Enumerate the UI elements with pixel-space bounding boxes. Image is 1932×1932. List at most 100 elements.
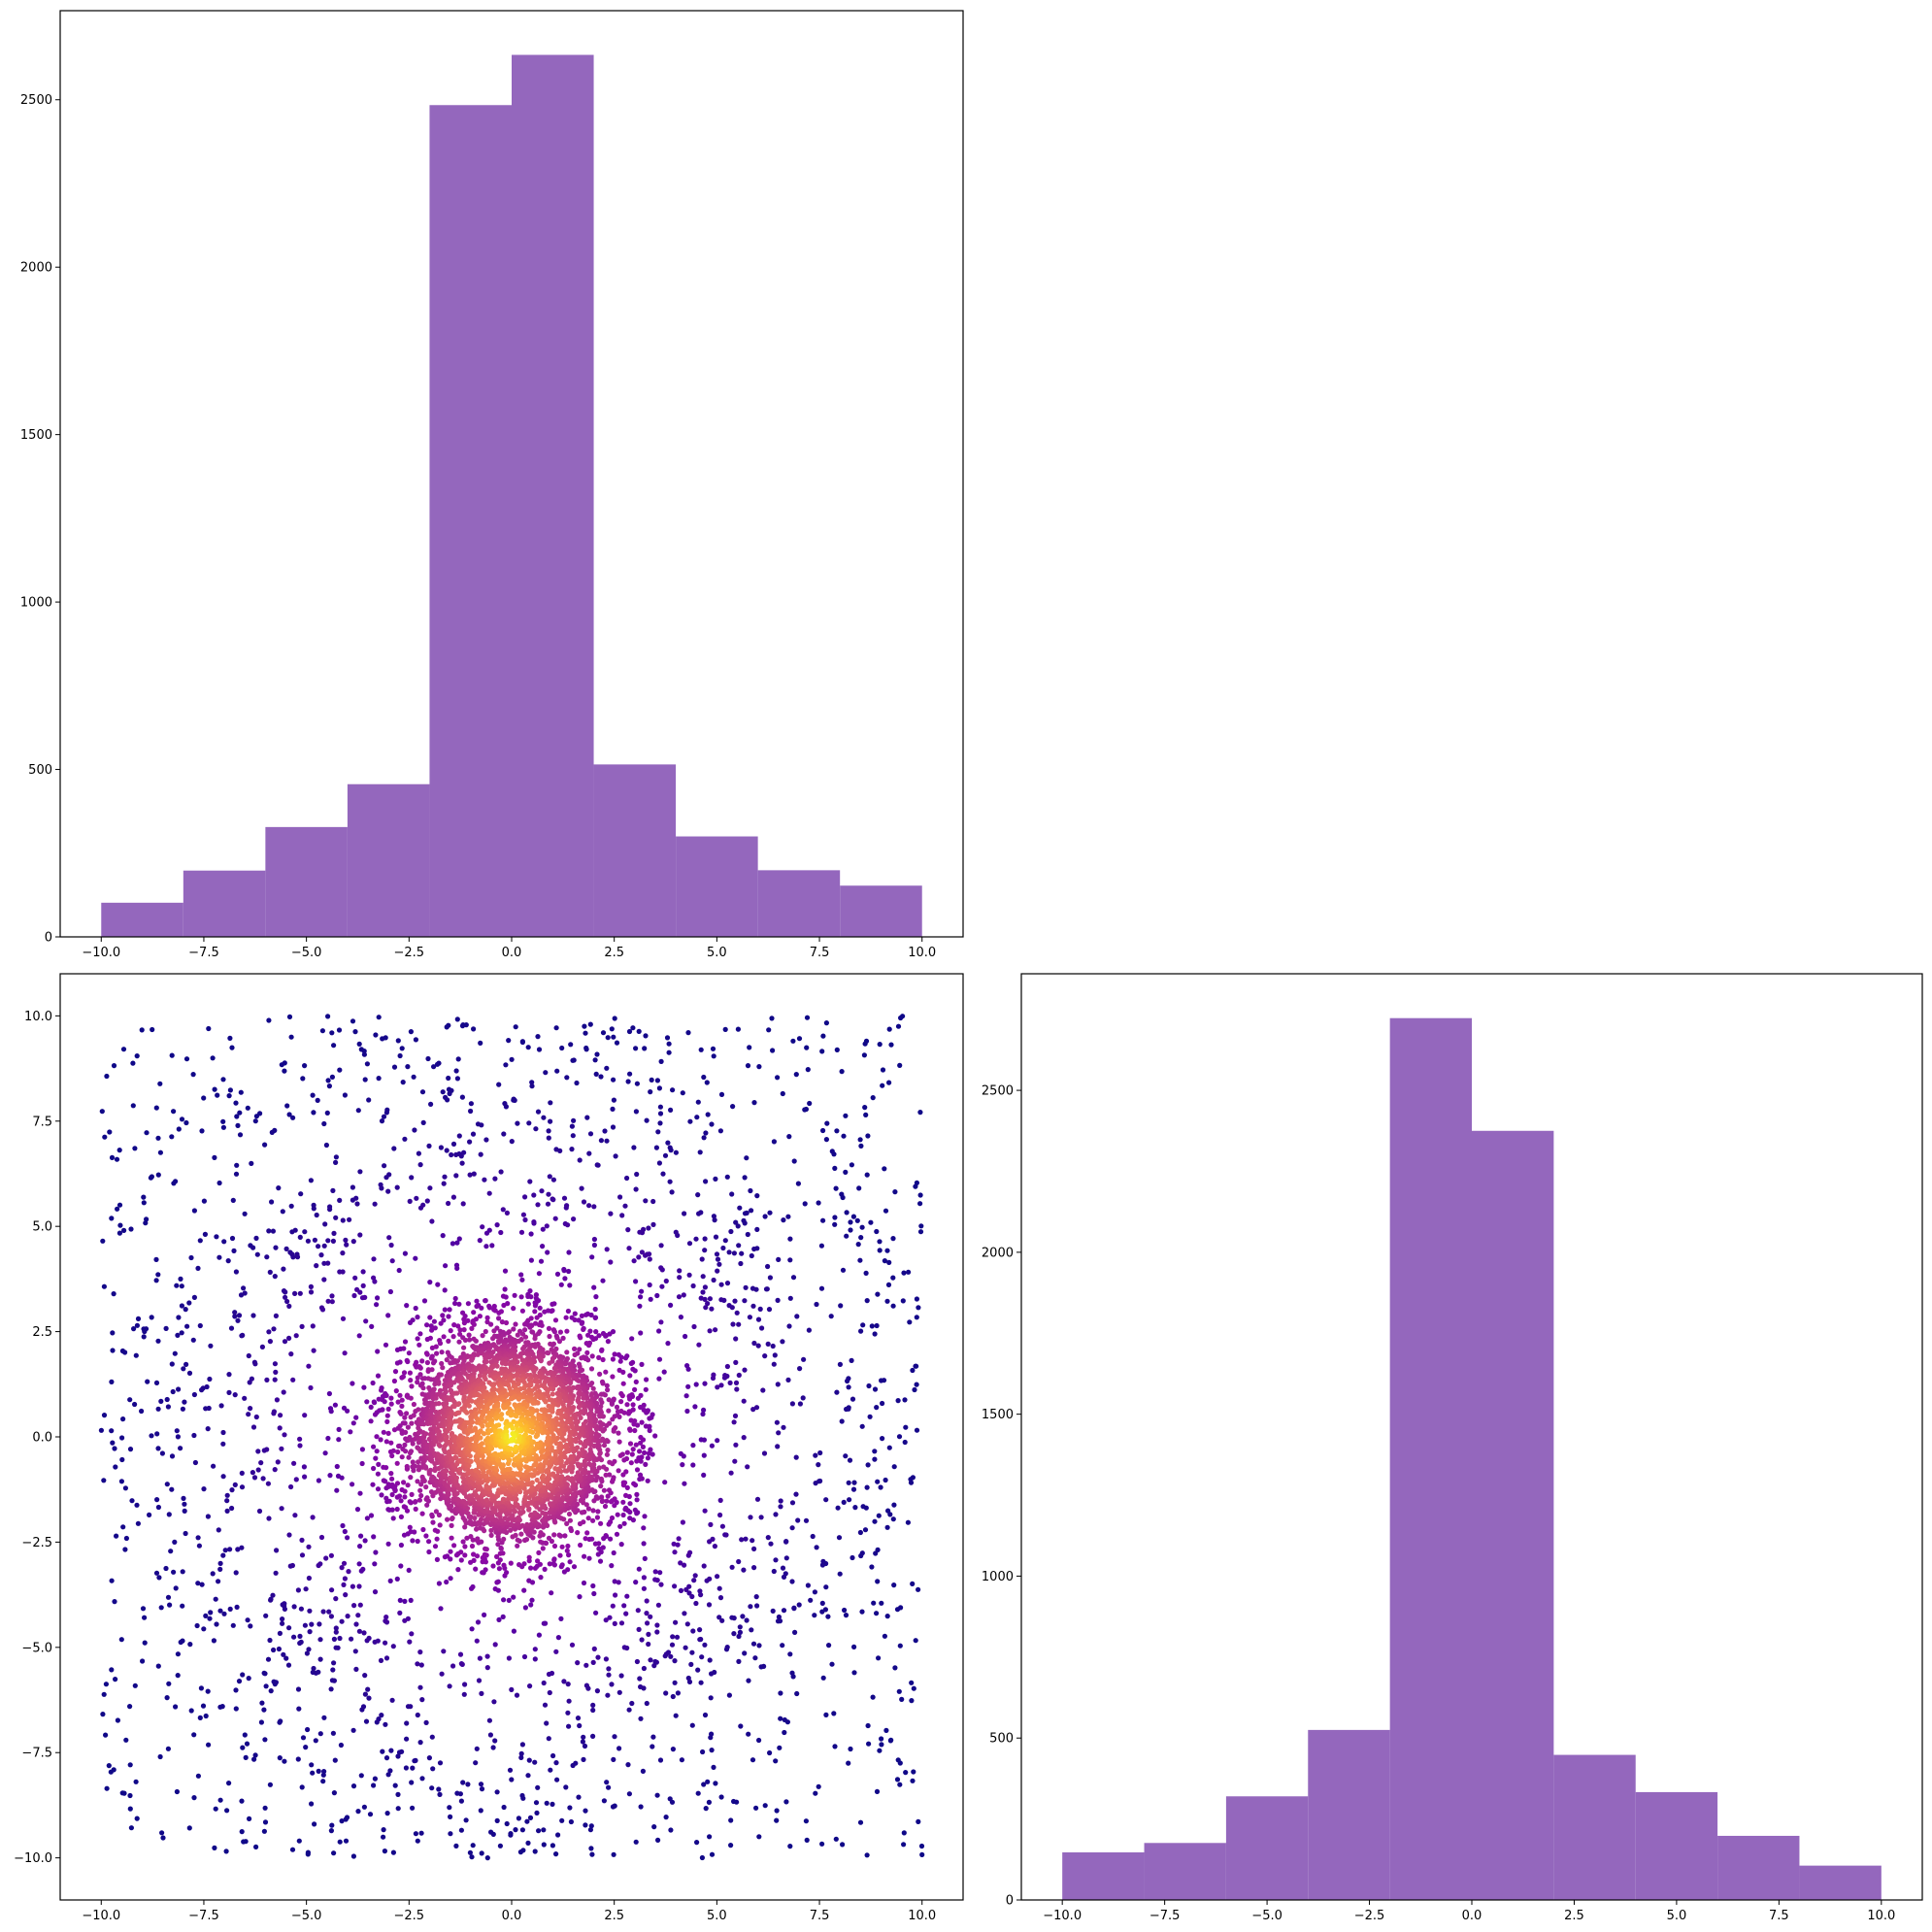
scatter-point [272, 1274, 278, 1280]
scatter-point [593, 1329, 599, 1335]
scatter-point [551, 1329, 558, 1335]
scatter-point [650, 1198, 656, 1205]
scatter-point [356, 1583, 362, 1589]
scatter-point [542, 1702, 549, 1708]
scatter-point [350, 1239, 356, 1245]
scatter-point [669, 1189, 675, 1195]
scatter-point [890, 1303, 896, 1309]
scatter-point [754, 1603, 760, 1609]
scatter-point [343, 1592, 349, 1598]
scatter-point [429, 1367, 435, 1373]
scatter-point [854, 1217, 860, 1223]
scatter-point [564, 1328, 570, 1334]
scatter-point [259, 1344, 265, 1349]
scatter-point [141, 1200, 147, 1206]
scatter-point [350, 1783, 357, 1789]
scatter-point [288, 1034, 294, 1040]
scatter-point [623, 1505, 629, 1511]
scatter-point [557, 1329, 564, 1335]
scatter-point [390, 1448, 396, 1453]
scatter-point [453, 1475, 459, 1481]
scatter-point [457, 1331, 463, 1337]
scatter-point [412, 1529, 417, 1535]
scatter-point [357, 1232, 363, 1238]
scatter-point [297, 1234, 303, 1240]
scatter-point [627, 1373, 633, 1379]
scatter-point [99, 1109, 105, 1115]
scatter-point [308, 1384, 314, 1391]
scatter-point [484, 1315, 490, 1320]
scatter-point [724, 1281, 731, 1286]
scatter-point [758, 1515, 764, 1520]
scatter-point [742, 1298, 748, 1304]
scatter-point [491, 1699, 497, 1705]
scatter-point [452, 1295, 458, 1302]
scatter-point [734, 1386, 740, 1392]
scatter-point [436, 1512, 442, 1518]
scatter-point [549, 1670, 555, 1677]
scatter-point [467, 1139, 473, 1145]
scatter-point [317, 1656, 323, 1662]
scatter-point [831, 1711, 837, 1716]
scatter-point [726, 1692, 733, 1698]
scatter-point [719, 1523, 726, 1529]
scatter-point [121, 1227, 127, 1233]
scatter-point [118, 1479, 124, 1484]
scatter-point [217, 1608, 223, 1614]
scatter-point [626, 1028, 633, 1035]
scatter-point [406, 1567, 412, 1573]
scatter-point [816, 1783, 821, 1789]
scatter-point [434, 1556, 440, 1562]
scatter-point [561, 1195, 568, 1201]
scatter-point [550, 1197, 556, 1203]
scatter-point [450, 1663, 456, 1669]
scatter-point [155, 1338, 161, 1344]
scatter-point [408, 1029, 414, 1035]
scatter-point [479, 1305, 484, 1311]
scatter-point [243, 1839, 249, 1845]
scatter-point [591, 1242, 598, 1249]
scatter-point [579, 1320, 584, 1326]
scatter-point [158, 1398, 164, 1404]
scatter-point [612, 1579, 617, 1584]
scatter-point [106, 1763, 112, 1769]
scatter-point [413, 1499, 418, 1505]
scatter-point [586, 1555, 592, 1561]
scatter-point [285, 1662, 292, 1668]
scatter-point [627, 1441, 634, 1447]
scatter-point [639, 1361, 645, 1367]
scatter-point [227, 1547, 233, 1552]
scatter-point [385, 1430, 391, 1436]
scatter-point [375, 1295, 381, 1301]
scatter-point [519, 1277, 525, 1282]
scatter-point [575, 1660, 581, 1666]
scatter-point [345, 1614, 350, 1619]
scatter-point [598, 1391, 605, 1397]
scatter-point [462, 1544, 468, 1549]
scatter-point [596, 1333, 602, 1339]
scatter-point [351, 1292, 357, 1299]
scatter-point [548, 1100, 553, 1106]
scatter-point [702, 1248, 708, 1253]
scatter-point [415, 1661, 420, 1667]
scatter-point [277, 1755, 283, 1761]
scatter-point [442, 1307, 448, 1313]
scatter-point [281, 1389, 286, 1395]
scatter-point [565, 1308, 572, 1315]
scatter-point [888, 1042, 894, 1048]
scatter-point [336, 1437, 342, 1443]
scatter-point [382, 1163, 387, 1169]
scatter-point [142, 1615, 148, 1620]
scatter-point [350, 1184, 355, 1190]
scatter-point [224, 1508, 230, 1514]
scatter-point [842, 1607, 848, 1614]
scatter-point [114, 1156, 120, 1162]
scatter-point [700, 1274, 706, 1280]
scatter-point [482, 1612, 487, 1617]
scatter-point [134, 1322, 140, 1328]
scatter-point [478, 1808, 483, 1814]
scatter-point [471, 1321, 477, 1327]
scatter-point [692, 1573, 698, 1579]
scatter-point [733, 1336, 739, 1342]
scatter-point [498, 1229, 504, 1236]
